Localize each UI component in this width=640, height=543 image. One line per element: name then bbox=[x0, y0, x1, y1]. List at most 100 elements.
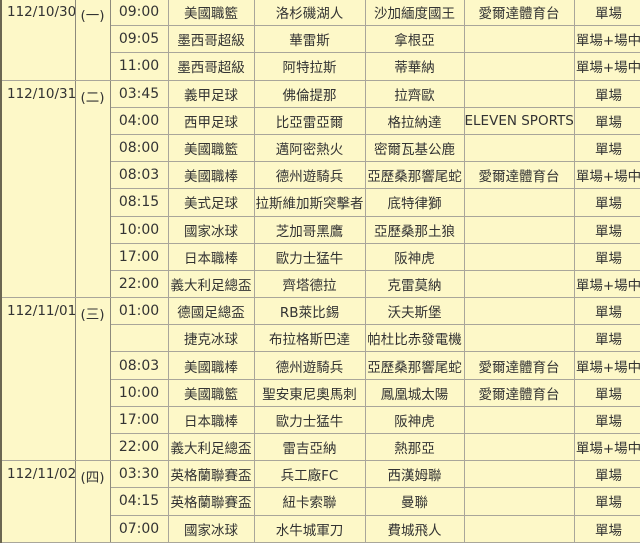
away-team-cell: 拉齊歐 bbox=[364, 79, 465, 108]
bet-type-cell: 單場+場中 bbox=[573, 25, 640, 54]
league-cell: 日本職棒 bbox=[167, 405, 255, 435]
bet-type-cell: 單場 bbox=[573, 378, 640, 407]
away-team-cell: 熱那亞 bbox=[364, 432, 465, 462]
home-team-cell: 佛倫提那 bbox=[253, 79, 366, 108]
weekday-cell: (一) bbox=[74, 0, 111, 81]
home-team-cell: 雷吉亞納 bbox=[253, 432, 366, 462]
time-cell: 10:00 bbox=[109, 215, 169, 244]
date-cell: 112/11/01 bbox=[0, 297, 76, 462]
away-team-cell: 蒂華納 bbox=[364, 52, 465, 81]
home-team-cell: 洛杉磯湖人 bbox=[253, 0, 366, 27]
bet-type-cell: 單場 bbox=[573, 0, 640, 27]
home-team-cell: 兵工廠FC bbox=[253, 460, 366, 489]
table-row: 112/11/01 (三) 01:00 德國足總盃 RB萊比錫 沃夫斯堡 單場 bbox=[0, 297, 640, 462]
table-row: 捷克冰球 布拉格斯巴達 帕杜比赤發電機 單場 bbox=[1, 324, 640, 353]
bet-type-cell: 單場+場中 bbox=[573, 52, 640, 81]
tv-channel-cell: 愛爾達體育台 bbox=[463, 351, 575, 380]
table-row: 08:03 美國職棒 德州遊騎兵 亞歷桑那響尾蛇 愛爾達體育台 單場+場中 bbox=[1, 351, 640, 380]
away-team-cell: 格拉納達 bbox=[364, 106, 465, 135]
tv-channel-cell: ELEVEN SPORTS bbox=[463, 106, 575, 135]
away-team-cell: 底特律獅 bbox=[364, 188, 465, 217]
tv-channel-cell bbox=[463, 324, 575, 353]
league-cell: 美國職籃 bbox=[167, 133, 255, 163]
league-cell: 義大利足總盃 bbox=[167, 432, 255, 462]
home-team-cell: 德州遊騎兵 bbox=[253, 351, 366, 380]
tv-channel-cell bbox=[463, 79, 575, 108]
time-cell: 08:00 bbox=[109, 133, 169, 163]
away-team-cell: 阪神虎 bbox=[364, 242, 465, 271]
date-cell: 112/10/31 bbox=[0, 79, 76, 299]
bet-type-cell: 單場 bbox=[573, 242, 640, 271]
table-row: 17:00 日本職棒 歐力士猛牛 阪神虎 單場 bbox=[1, 242, 640, 271]
time-cell: 08:03 bbox=[109, 351, 169, 380]
tv-channel-cell bbox=[463, 52, 575, 81]
time-cell: 03:45 bbox=[109, 79, 169, 108]
tv-channel-cell: 愛爾達體育台 bbox=[463, 0, 575, 27]
league-cell: 國家冰球 bbox=[167, 215, 255, 244]
bet-type-cell: 單場 bbox=[573, 324, 640, 353]
away-team-cell: 鳳凰城太陽 bbox=[364, 378, 465, 407]
league-cell: 美式足球 bbox=[167, 188, 255, 217]
table-row: 22:00 義大利足總盃 齊塔德拉 克雷莫納 單場+場中 bbox=[1, 269, 640, 299]
league-cell: 美國職籃 bbox=[167, 378, 255, 407]
home-team-cell: 聖安東尼奧馬刺 bbox=[253, 378, 366, 407]
home-team-cell: 德州遊騎兵 bbox=[253, 161, 366, 190]
tv-channel-cell: 愛爾達體育台 bbox=[463, 378, 575, 407]
weekday-cell: (二) bbox=[74, 79, 111, 299]
bet-type-cell: 單場 bbox=[573, 106, 640, 135]
table-row: 112/10/31 (二) 03:45 義甲足球 佛倫提那 拉齊歐 單場 bbox=[0, 79, 640, 299]
league-cell: 英格蘭聯賽盃 bbox=[167, 487, 255, 516]
tv-channel-cell bbox=[463, 242, 575, 271]
table-row: 08:15 美式足球 拉斯維加斯突擊者 底特律獅 單場 bbox=[1, 188, 640, 217]
tv-channel-cell bbox=[463, 297, 575, 326]
tv-channel-cell bbox=[463, 25, 575, 54]
away-team-cell: 拿根亞 bbox=[364, 25, 465, 54]
league-cell: 捷克冰球 bbox=[167, 324, 255, 353]
league-cell: 日本職棒 bbox=[167, 242, 255, 271]
time-cell: 04:00 bbox=[109, 106, 169, 135]
bet-type-cell: 單場 bbox=[573, 460, 640, 489]
league-cell: 英格蘭聯賽盃 bbox=[167, 460, 255, 489]
league-cell: 美國職棒 bbox=[167, 351, 255, 380]
table-row: 08:03 美國職棒 德州遊騎兵 亞歷桑那響尾蛇 愛爾達體育台 單場+場中 bbox=[1, 161, 640, 190]
weekday-cell: (三) bbox=[74, 297, 111, 462]
away-team-cell: 亞歷桑那響尾蛇 bbox=[364, 161, 465, 190]
away-team-cell: 亞歷桑那土狼 bbox=[364, 215, 465, 244]
table-row: 04:00 西甲足球 比亞雷亞爾 格拉納達 ELEVEN SPORTS 單場 bbox=[1, 106, 640, 135]
table-row: 11:00 墨西哥超級 阿特拉斯 蒂華納 單場+場中 bbox=[1, 52, 640, 81]
time-cell: 11:00 bbox=[109, 52, 169, 81]
home-team-cell: 布拉格斯巴達 bbox=[253, 324, 366, 353]
tv-channel-cell bbox=[463, 405, 575, 435]
table-row: 112/11/02 (四) 03:30 英格蘭聯賽盃 兵工廠FC 西漢姆聯 單場 bbox=[0, 460, 640, 543]
date-cell: 112/11/02 bbox=[0, 460, 76, 543]
tv-channel-cell: 愛爾達體育台 bbox=[463, 161, 575, 190]
time-cell: 17:00 bbox=[109, 242, 169, 271]
bet-type-cell: 單場+場中 bbox=[573, 161, 640, 190]
home-team-cell: 華雷斯 bbox=[253, 25, 366, 54]
bet-type-cell: 單場 bbox=[573, 188, 640, 217]
league-cell: 德國足總盃 bbox=[167, 297, 255, 326]
away-team-cell: 帕杜比赤發電機 bbox=[364, 324, 465, 353]
tv-channel-cell bbox=[463, 460, 575, 489]
home-team-cell: 邁阿密熱火 bbox=[253, 133, 366, 163]
bet-type-cell: 單場 bbox=[573, 215, 640, 244]
table-row: 10:00 國家冰球 芝加哥黑鷹 亞歷桑那土狼 單場 bbox=[1, 215, 640, 244]
league-cell: 墨西哥超級 bbox=[167, 52, 255, 81]
table-row: 10:00 美國職籃 聖安東尼奧馬刺 鳳凰城太陽 愛爾達體育台 單場 bbox=[1, 378, 640, 407]
home-team-cell: RB萊比錫 bbox=[253, 297, 366, 326]
league-cell: 美國職棒 bbox=[167, 161, 255, 190]
bet-type-cell: 單場+場中 bbox=[573, 269, 640, 299]
time-cell: 04:15 bbox=[109, 487, 169, 516]
home-team-cell: 比亞雷亞爾 bbox=[253, 106, 366, 135]
table-row: 04:15 英格蘭聯賽盃 紐卡索聯 曼聯 單場 bbox=[1, 487, 640, 516]
home-team-cell: 芝加哥黑鷹 bbox=[253, 215, 366, 244]
league-cell: 墨西哥超級 bbox=[167, 25, 255, 54]
home-team-cell: 歐力士猛牛 bbox=[253, 405, 366, 435]
time-cell: 08:15 bbox=[109, 188, 169, 217]
time-cell: 22:00 bbox=[109, 432, 169, 462]
bet-type-cell: 單場 bbox=[573, 405, 640, 435]
home-team-cell: 歐力士猛牛 bbox=[253, 242, 366, 271]
tv-channel-cell bbox=[463, 487, 575, 516]
home-team-cell: 齊塔德拉 bbox=[253, 269, 366, 299]
